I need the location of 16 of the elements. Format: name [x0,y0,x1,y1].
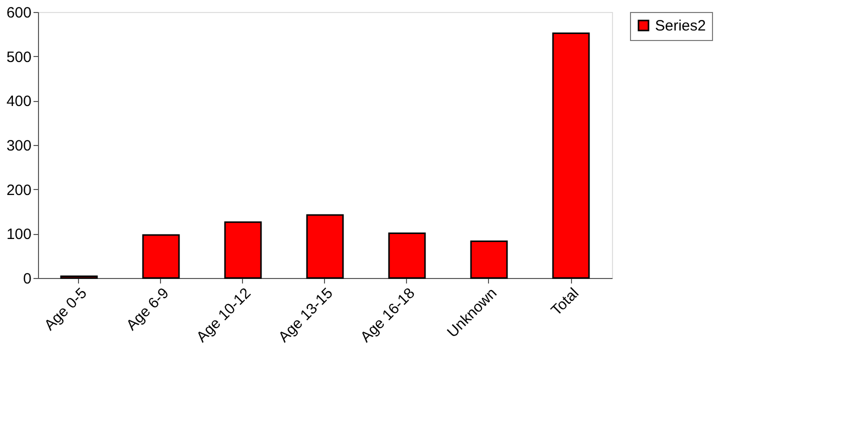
bar [142,234,180,279]
y-tick-label: 200 [6,182,32,199]
y-tick-label: 0 [23,270,32,288]
y-tick-label: 100 [6,226,32,244]
bar [470,240,508,279]
legend-label: Series2 [655,18,706,34]
y-tick-label: 500 [6,48,32,66]
y-tick-label: 600 [6,4,32,22]
x-tick-label: Age 6-9 [123,284,172,334]
bar [552,32,590,279]
y-tick-label: 300 [6,138,32,154]
y-tick-label: 400 [6,93,32,110]
x-tick-label: Age 0-5 [41,284,90,334]
bar [388,232,426,279]
bar [224,221,262,279]
bar [306,214,344,279]
